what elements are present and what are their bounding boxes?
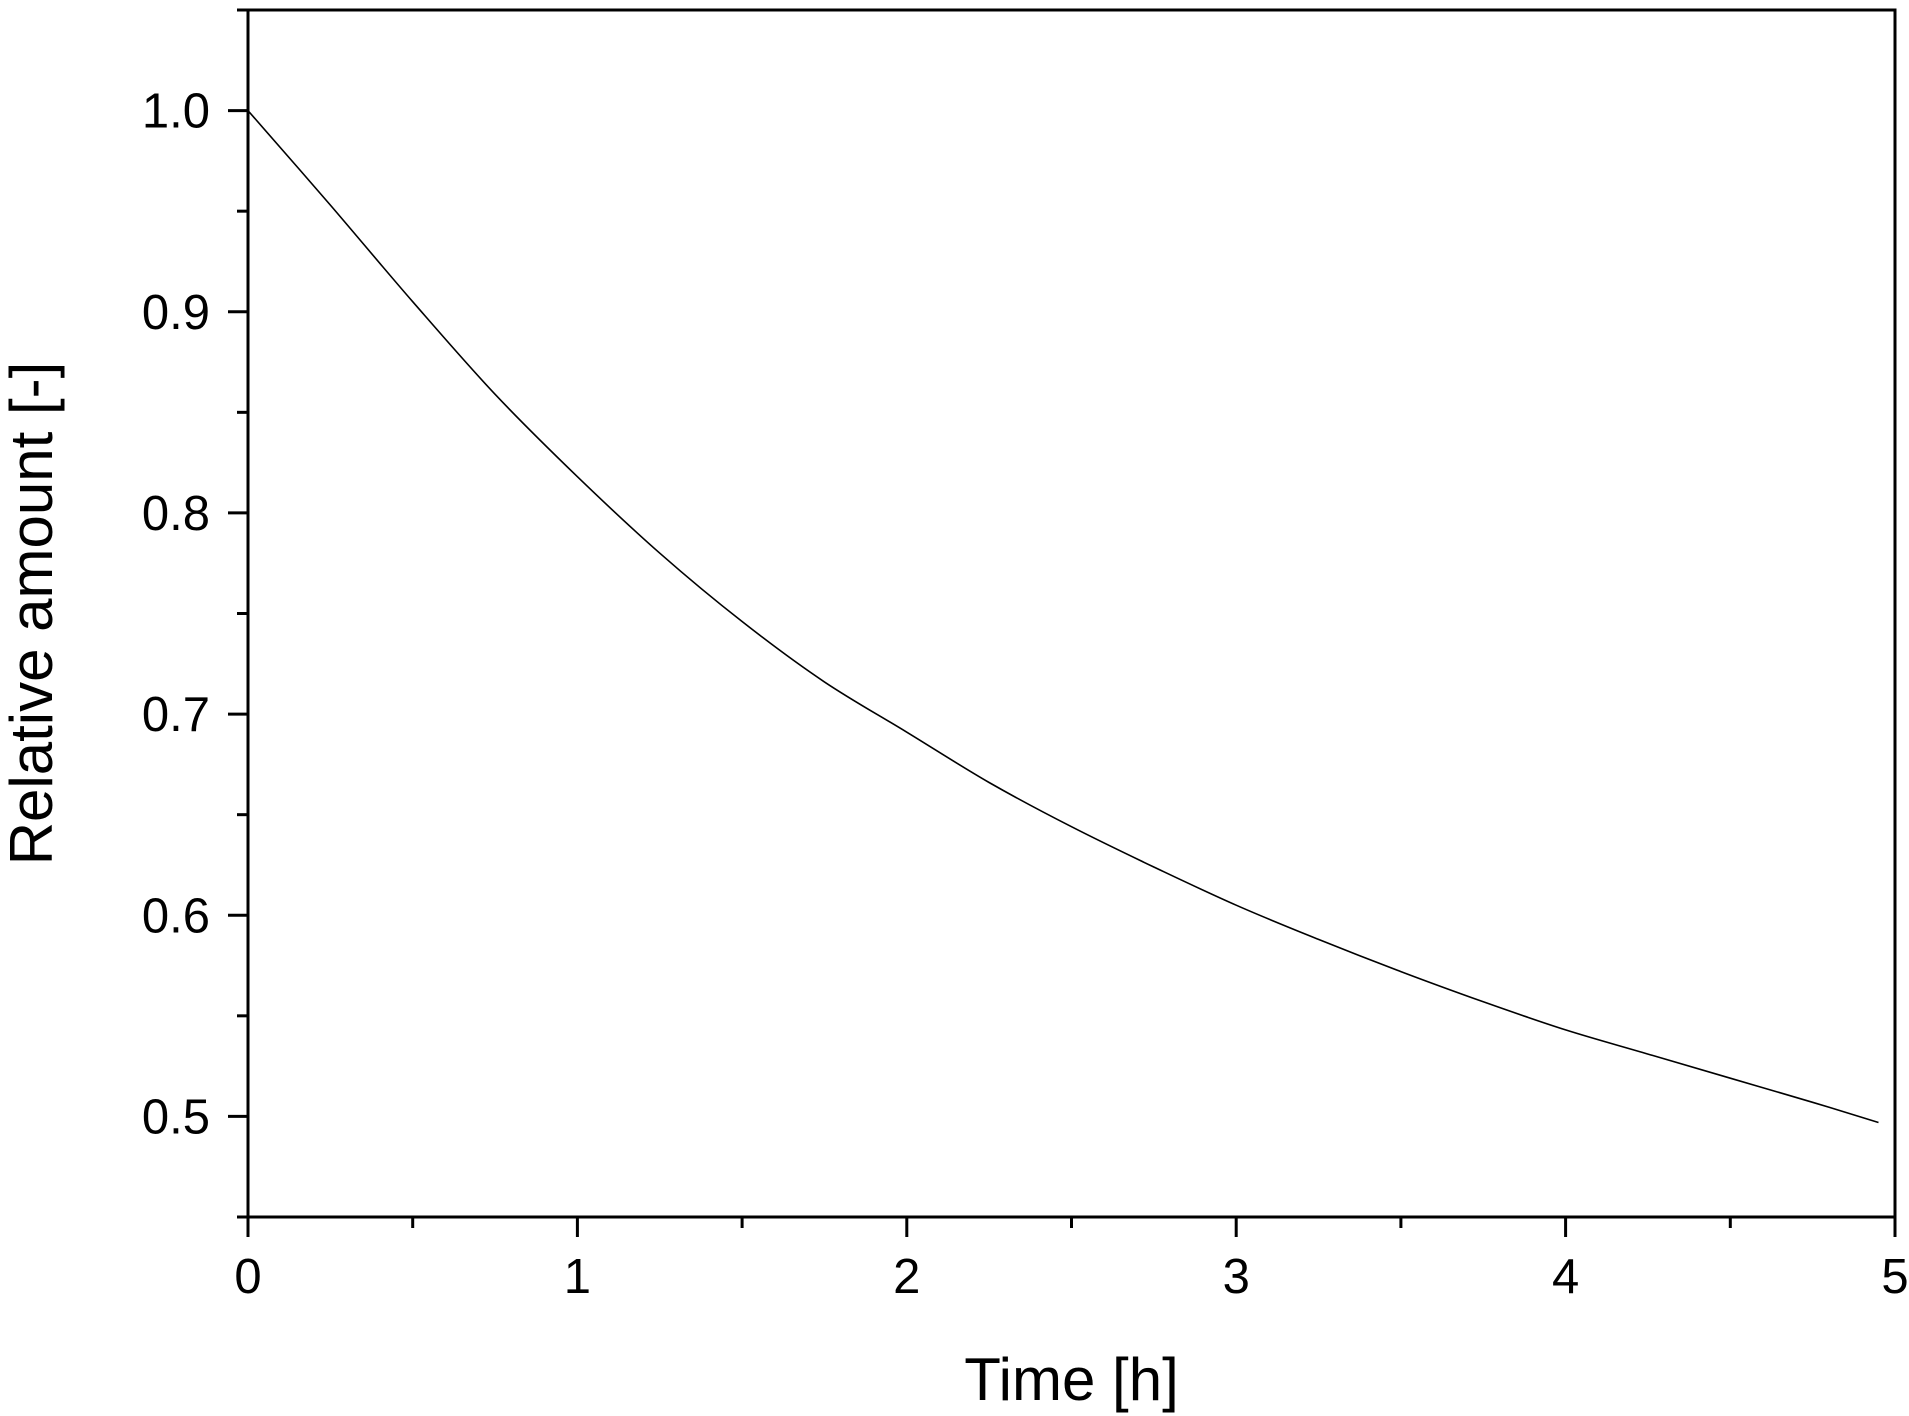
y-axis-tick-labels: 0.5 0.6 0.7 0.8 0.9 1.0 <box>142 85 210 1145</box>
x-axis-ticks <box>246 1217 1897 1237</box>
x-tick-label: 2 <box>893 1250 920 1304</box>
x-tick-label: 3 <box>1223 1250 1250 1304</box>
y-tick-label: 0.7 <box>142 688 210 742</box>
plot-frame <box>246 8 1897 1219</box>
y-tick-label: 0.6 <box>142 889 210 943</box>
y-tick-label: 0.8 <box>142 487 210 541</box>
y-axis-title: Relative amount [-] <box>0 362 65 866</box>
x-tick-label: 0 <box>234 1250 261 1304</box>
x-axis-tick-labels: 0 1 2 3 4 5 <box>234 1250 1908 1304</box>
y-tick-label: 1.0 <box>142 85 210 139</box>
x-tick-label: 1 <box>564 1250 591 1304</box>
x-tick-label: 5 <box>1881 1250 1908 1304</box>
x-tick-label: 4 <box>1552 1250 1579 1304</box>
series-line <box>247 110 1879 1124</box>
y-tick-label: 0.5 <box>142 1090 210 1144</box>
y-tick-label: 0.9 <box>142 286 210 340</box>
x-axis-title: Time [h] <box>964 1346 1178 1413</box>
y-axis-ticks <box>228 8 248 1219</box>
